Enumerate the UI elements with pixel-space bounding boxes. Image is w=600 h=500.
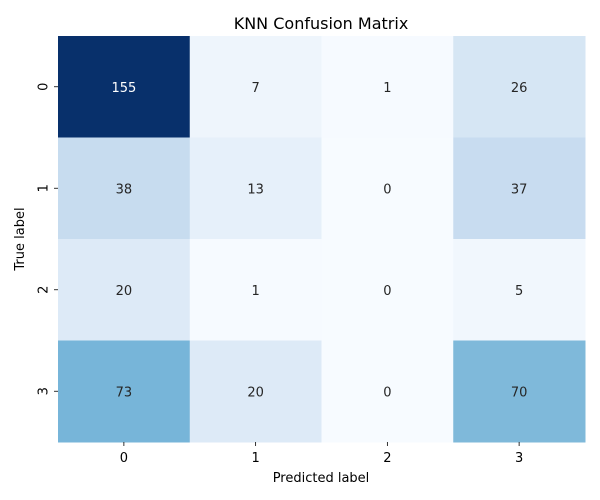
cell-value-label-0-1: 7: [251, 81, 259, 96]
heatmap-cell-1-3: [453, 137, 586, 240]
cell-value-label-2-0: 20: [116, 284, 133, 299]
cell-value-label-3-1: 20: [247, 385, 264, 400]
heatmap-cell-3-2: [321, 340, 454, 443]
heatmap-cell-0-1: [189, 36, 322, 138]
cell-value-label-1-1: 13: [247, 182, 264, 197]
y-tick-label-0: 0: [37, 83, 52, 91]
cell-value-label-2-3: 5: [515, 284, 523, 299]
cell-value-label-2-1: 1: [251, 284, 259, 299]
y-axis-label: True label: [13, 207, 28, 271]
cell-value-label-0-0: 155: [111, 81, 136, 96]
heatmap-cell-2-3: [453, 239, 586, 341]
cell-value-label-3-2: 0: [383, 385, 391, 400]
heatmap-cell-2-0: [58, 239, 191, 341]
cell-value-label-1-3: 37: [511, 182, 528, 197]
x-tick-label-3: 3: [515, 451, 523, 466]
y-tick-label-1: 1: [37, 184, 52, 192]
x-axis-ticks: 0 1 2 3: [120, 442, 523, 466]
heatmap-cell-2-2: [321, 239, 454, 341]
cell-value-label-0-3: 26: [511, 81, 528, 96]
heatmap-cell-0-3: [453, 36, 586, 138]
heatmap-cell-3-3: [453, 340, 586, 443]
y-tick-label-2: 2: [37, 286, 52, 294]
heatmap-cell-1-2: [321, 137, 454, 240]
heatmap-cell-1-1: [189, 137, 322, 240]
cell-value-label-0-2: 1: [383, 81, 391, 96]
cell-value-label-3-3: 70: [511, 385, 528, 400]
y-tick-label-3: 3: [37, 387, 52, 395]
x-axis-label: Predicted label: [273, 471, 370, 486]
heatmap-cell-1-0: [58, 137, 191, 240]
chart-title: KNN Confusion Matrix: [234, 14, 409, 33]
heatmap-cell-0-0: [58, 36, 191, 138]
heatmap-cell-0-2: [321, 36, 454, 138]
cell-value-label-1-2: 0: [383, 182, 391, 197]
x-tick-label-0: 0: [120, 451, 128, 466]
heatmap-cells: 155 7 1 26 38 13 0 37 20 1 0 5 73 20 0 70: [58, 36, 586, 443]
heatmap-cell-3-1: [189, 340, 322, 443]
cell-value-label-2-2: 0: [383, 284, 391, 299]
x-tick-label-2: 2: [383, 451, 391, 466]
cell-value-label-3-0: 73: [116, 385, 133, 400]
cell-value-label-1-0: 38: [116, 182, 133, 197]
y-axis-ticks: 0 1 2 3: [37, 83, 58, 395]
heatmap-cell-3-0: [58, 340, 191, 443]
x-tick-label-1: 1: [251, 451, 259, 466]
heatmap-cell-2-1: [189, 239, 322, 341]
